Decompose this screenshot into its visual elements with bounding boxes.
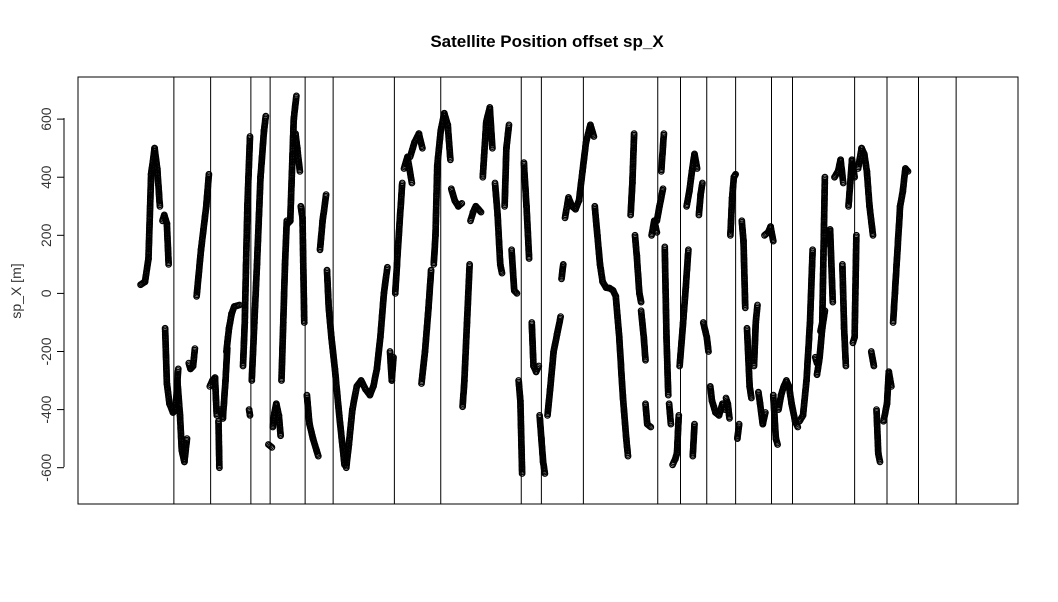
data-point [191, 345, 199, 353]
y-tick-label-2: -200 [38, 337, 54, 365]
y-tick-label-6: 600 [38, 107, 54, 131]
y-axis-label: sp_X [m] [8, 263, 24, 318]
data-point [314, 452, 322, 460]
y-tick-label-1: -400 [38, 395, 54, 423]
data-point [293, 92, 300, 100]
data-point [183, 435, 191, 443]
y-tick-label-0: -600 [38, 453, 54, 481]
y-tick-label-3: 0 [38, 289, 54, 297]
y-tick-label-4: 200 [38, 223, 54, 247]
data-point [268, 444, 276, 451]
data-point [419, 144, 426, 152]
y-tick-label-5: 400 [38, 165, 54, 189]
data-point [165, 261, 173, 268]
data-point [246, 133, 254, 140]
data-points [137, 92, 912, 477]
data-point [246, 412, 254, 419]
data-point [156, 202, 164, 210]
plot-frame [77, 76, 1019, 505]
data-point [262, 112, 270, 120]
data-point [267, 443, 275, 450]
data-point [384, 263, 391, 271]
data-point [390, 353, 397, 361]
data-point [215, 464, 223, 472]
data-point [205, 170, 213, 178]
y-axis: -600 -400 -200 0 200 400 600 [38, 107, 65, 482]
data-point [300, 319, 308, 326]
data-point [398, 179, 406, 187]
chart-title: Satellite Position offset sp_X [430, 32, 664, 51]
data-point [296, 167, 304, 175]
data-point [322, 191, 330, 199]
data-point [408, 179, 416, 187]
data-point [277, 432, 285, 440]
data-point [174, 365, 182, 373]
